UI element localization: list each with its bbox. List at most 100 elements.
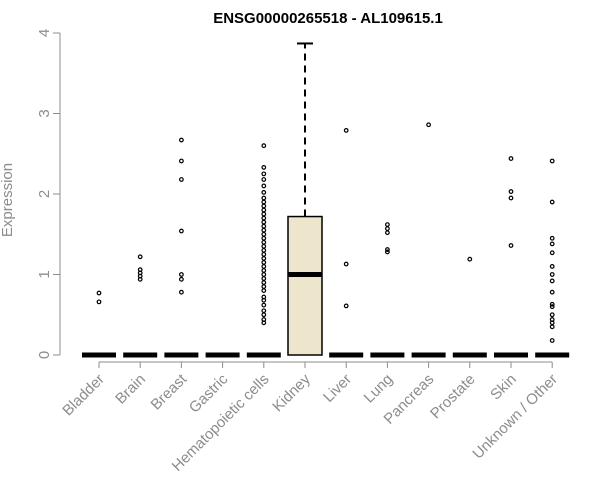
outlier-point — [137, 254, 143, 260]
outlier-point — [385, 222, 390, 227]
outlier-point — [261, 276, 267, 281]
outlier-point — [261, 199, 267, 205]
outlier-point — [178, 158, 184, 164]
outlier-point — [137, 267, 143, 273]
outlier-point — [261, 308, 267, 314]
outlier-point — [261, 219, 267, 225]
outlier-point — [178, 276, 184, 282]
outlier-point — [261, 215, 267, 221]
x-tick-label: Lung — [361, 371, 397, 407]
outlier-point — [508, 156, 514, 161]
outlier-point — [549, 264, 555, 269]
x-tick-label: Breast — [148, 370, 191, 413]
outlier-point — [261, 211, 267, 217]
box-group — [246, 143, 281, 358]
outlier-point — [261, 239, 267, 245]
outlier-point — [261, 294, 267, 300]
y-axis: 0 1 2 3 4 — [36, 29, 61, 359]
x-tick-label: Prostate — [427, 371, 479, 423]
x-tick-label: Kidney — [269, 370, 314, 415]
outlier-point — [178, 137, 184, 143]
outlier-point — [549, 199, 555, 205]
box-group — [411, 122, 446, 358]
chart-title: ENSG00000265518 - AL109615.1 — [213, 10, 443, 27]
outlier-point — [508, 189, 514, 194]
outlier-point — [261, 264, 267, 269]
outlier-point — [549, 324, 555, 330]
outlier-point — [261, 280, 267, 285]
box-group — [164, 137, 199, 358]
outlier-point — [261, 251, 267, 257]
outlier-point — [261, 171, 267, 177]
x-tick-label: Skin — [487, 371, 520, 404]
box-group — [287, 42, 323, 356]
box-body — [287, 215, 323, 356]
x-tick-label: Bladder — [59, 371, 108, 420]
outlier-point — [385, 226, 390, 232]
outlier-point — [178, 272, 184, 277]
outlier-point — [96, 290, 102, 296]
outlier-point — [261, 189, 267, 195]
outlier-point — [261, 272, 267, 277]
outlier-point — [549, 301, 555, 307]
outlier-point — [343, 128, 349, 133]
outlier-point — [261, 143, 267, 149]
outlier-point — [549, 289, 555, 295]
outlier-point — [261, 231, 267, 237]
box-group — [370, 222, 405, 358]
outlier-point — [385, 249, 390, 255]
outlier-point — [261, 247, 267, 253]
outlier-point — [261, 207, 267, 213]
outlier-point — [261, 256, 267, 261]
outlier-point — [549, 278, 555, 284]
y-tick-label: 1 — [36, 270, 53, 278]
outlier-point — [261, 268, 267, 273]
y-tick-label: 3 — [36, 109, 53, 117]
outlier-point — [343, 261, 349, 267]
outlier-point — [549, 250, 555, 256]
outlier-point — [261, 195, 267, 201]
outlier-point — [467, 256, 473, 262]
outlier-point — [549, 304, 555, 310]
box-group — [535, 158, 570, 358]
outlier-point — [261, 227, 267, 233]
y-axis-label: Expression — [0, 163, 16, 237]
outlier-point — [261, 223, 267, 229]
outlier-point — [96, 299, 102, 305]
outlier-point — [549, 241, 555, 247]
outlier-point — [343, 303, 349, 309]
outlier-point — [178, 289, 184, 295]
y-tick-label: 4 — [36, 29, 53, 37]
y-tick-label: 2 — [36, 190, 53, 198]
outlier-point — [261, 260, 267, 265]
outlier-point — [549, 338, 555, 343]
outlier-point — [549, 317, 555, 322]
outlier-point — [261, 288, 267, 294]
outlier-point — [261, 183, 267, 189]
box-group — [123, 254, 158, 358]
outlier-point — [261, 165, 267, 170]
outlier-point — [178, 177, 184, 182]
outlier-point — [178, 228, 184, 234]
x-tick-label: Liver — [320, 371, 355, 406]
outlier-point — [261, 312, 267, 318]
box-group — [494, 156, 528, 358]
outlier-point — [261, 235, 267, 241]
y-tick-label: 0 — [36, 351, 53, 359]
outlier-point — [385, 230, 390, 236]
outlier-point — [261, 284, 267, 289]
outlier-point — [426, 122, 432, 128]
outlier-point — [549, 158, 555, 164]
outlier-point — [549, 312, 555, 318]
outlier-point — [508, 195, 514, 201]
plot-area — [82, 42, 570, 358]
outlier-point — [261, 177, 267, 182]
outlier-point — [549, 272, 555, 277]
box-group — [82, 290, 116, 358]
outlier-point — [261, 203, 267, 209]
outlier-point — [385, 247, 390, 252]
outlier-point — [261, 302, 267, 308]
outlier-point — [261, 243, 267, 249]
